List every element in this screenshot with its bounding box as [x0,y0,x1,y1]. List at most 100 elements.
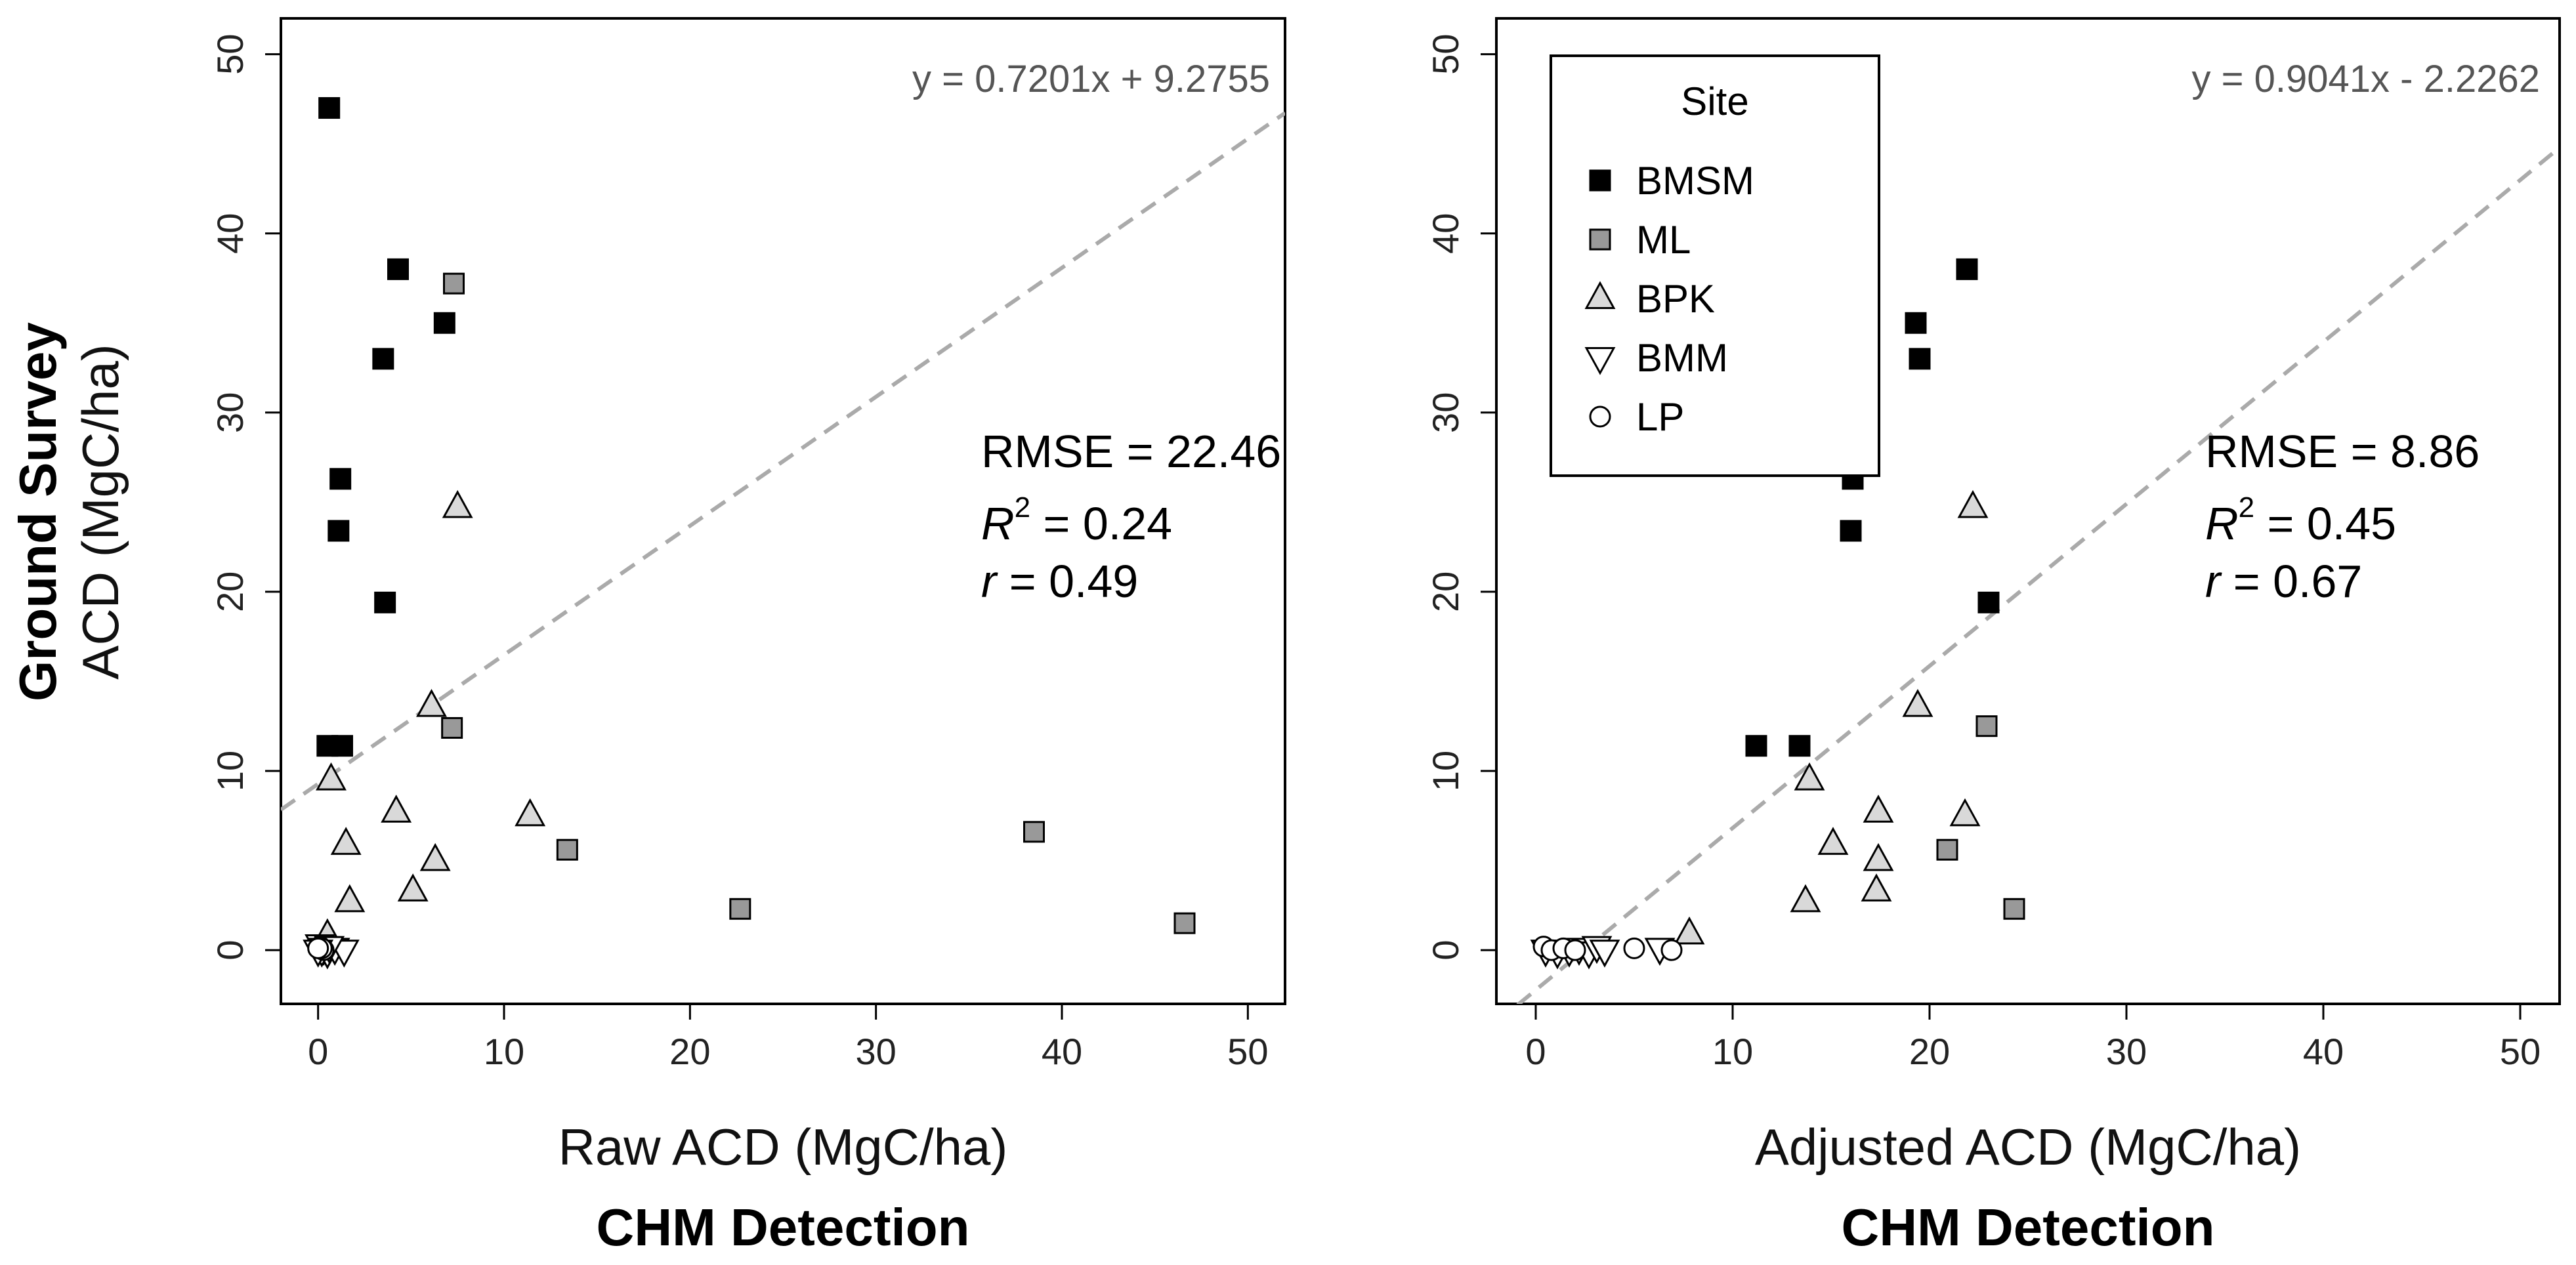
data-point-bpk [381,795,412,823]
x-axis-title: Raw ACD (MgC/ha) [559,1118,1008,1176]
r-label: r [981,556,998,607]
x-tick-label: 40 [2303,1031,2344,1072]
regression-equation: y = 0.9041x - 2.2262 [2192,58,2540,100]
y-tick-label: 20 [1425,571,1466,612]
r2-text: R2 = 0.24 [981,491,1172,549]
data-point-ml [1173,912,1196,934]
y-tick-label: 40 [209,213,251,254]
rmse-text: RMSE = 8.86 [2205,426,2480,477]
data-point-ml [1023,821,1045,843]
r-label: r [2205,556,2222,607]
legend-marker-lp [1589,405,1611,428]
data-point-bmsm [1909,348,1931,370]
r-text: r = 0.67 [2205,556,2362,607]
y-axis-title: ACD (MgC/ha) [72,344,129,679]
data-point-bmsm [1977,591,2000,613]
rmse-label: RMSE [2205,426,2338,477]
data-point-lp [1564,939,1586,961]
r2-label: R [981,498,1015,549]
y-tick-label: 50 [209,33,251,74]
equals-sign: = [2338,426,2390,477]
r-value: 0.67 [2273,556,2362,607]
y-tick-label: 50 [1425,33,1466,74]
data-point-ml [2003,898,2025,920]
data-point-bpk [1863,842,1894,871]
data-point-bmsm [318,97,341,119]
legend-title: Site [1681,79,1748,123]
x-tick-label: 40 [1042,1031,1082,1072]
data-point-bmsm [372,348,394,370]
r2-superscript: 2 [2239,491,2254,524]
x-tick-label: 0 [308,1031,328,1072]
data-point-ml [729,898,751,920]
r2-superscript: 2 [1015,491,1030,524]
data-point-lp [307,937,329,959]
x-tick-label: 10 [484,1031,524,1072]
data-point-ml [1975,715,1998,737]
legend: Site BMSM ML BPK BMM LP [1550,54,1880,477]
equals-sign: = [1114,426,1166,477]
x-tick-label: 10 [1712,1031,1753,1072]
legend-label-ml: ML [1636,218,1691,262]
x-axis-title-bold: CHM Detection [597,1198,970,1256]
data-point-lp [1660,939,1683,961]
y-tick-label: 10 [209,751,251,791]
r2-label: R [2205,498,2239,549]
y-tick-label: 10 [1425,751,1466,791]
y-tick-label: 20 [209,571,251,612]
data-point-bpk [1817,827,1849,855]
data-point-bpk [330,827,362,855]
data-point-bpk [1794,762,1825,791]
data-point-bpk [316,762,347,791]
data-point-ml [441,716,463,739]
y-tick-label: 0 [209,940,251,960]
left-chart-panel: 0 10 20 30 40 50 0 10 20 30 40 50 Raw ACD (MgC/ha) CH… [209,17,1286,1256]
y-axis-title-bold: Ground Survey [9,322,67,701]
legend-label-bmsm: BMSM [1636,159,1754,203]
legend-label-bmm: BMM [1636,336,1728,380]
legend-marker-bpk [1584,281,1616,309]
data-point-bpk [1674,916,1705,945]
data-point-bpk [442,489,473,518]
x-tick-label: 20 [1909,1031,1950,1072]
data-point-bpk [419,842,451,871]
legend-box [1550,54,1880,477]
x-axis-title-bold: CHM Detection [1842,1198,2215,1256]
data-point-bpk [1790,884,1821,913]
y-tick-label: 40 [1425,213,1466,254]
rmse-value: 8.86 [2390,426,2480,477]
y-tick-label: 30 [1425,392,1466,433]
r-value: 0.49 [1049,556,1138,607]
data-point-ml [1936,839,1958,861]
data-point-ml [556,839,578,861]
r2-value: 0.24 [1083,498,1172,549]
data-point-bmsm [374,591,396,613]
x-axis-title: Adjusted ACD (MgC/ha) [1755,1118,2301,1176]
legend-label-lp: LP [1636,395,1684,439]
r2-value: 0.45 [2307,498,2396,549]
data-point-bpk [1957,489,1989,518]
legend-marker-bmm [1584,347,1616,375]
data-point-bmsm [1905,312,1927,334]
data-point-bmsm [1840,520,1862,542]
data-point-bpk [1949,798,1981,827]
data-point-bpk [397,873,429,902]
rmse-label: RMSE [981,426,1114,477]
rmse-text: RMSE = 22.46 [981,426,1281,477]
plot-frame [280,17,1286,1005]
data-point-bpk [1902,688,1933,717]
data-point-bpk [334,884,366,913]
data-point-bmsm [387,258,409,280]
data-point-bmsm [433,312,455,334]
legend-marker-ml [1589,228,1611,251]
data-point-bmm [1589,940,1620,968]
x-tick-label: 50 [1227,1031,1268,1072]
x-tick-label: 30 [856,1031,897,1072]
regression-line [281,111,1285,812]
right-chart-panel: 0 10 20 30 40 50 0 10 20 30 40 50 Adjusted ACD (MgC/… [1425,17,2561,1256]
data-point-bpk [416,688,447,717]
x-tick-label: 20 [669,1031,710,1072]
data-point-bmsm [331,735,353,757]
equals-sign: = [2254,498,2307,549]
